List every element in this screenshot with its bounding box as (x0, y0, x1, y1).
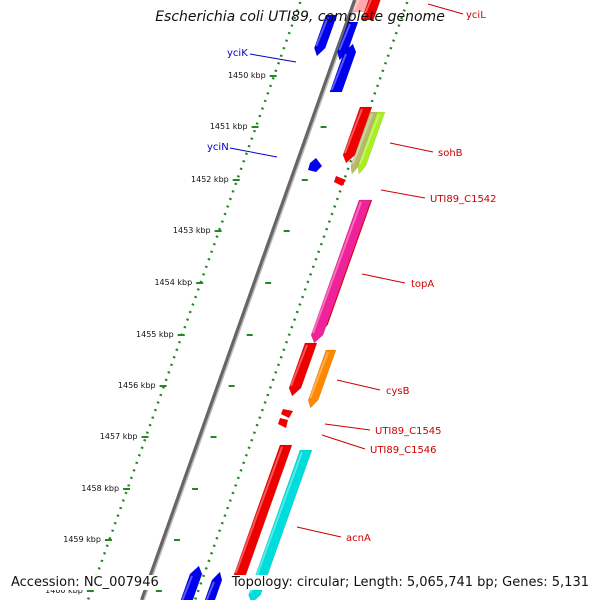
tick-label: 1459 kbp (63, 535, 101, 544)
backbone-highlight (143, 0, 358, 600)
gene-label-UTI89_C1545: UTI89_C1545 (375, 426, 442, 437)
leader-line-yciK (249, 53, 297, 63)
gene-sohB (342, 106, 373, 164)
outer-dotted-ruler (86, 1, 302, 600)
tick-label: 1452 kbp (191, 175, 229, 184)
gene-cysB-shine (290, 344, 308, 387)
leader-line-UTI89_C1542 (380, 189, 426, 199)
gene-blue-bottom-a (180, 565, 203, 600)
tick-label: 1457 kbp (100, 432, 138, 441)
cog-cyan-bar (248, 449, 313, 600)
tick-label: 1455 kbp (136, 330, 174, 339)
leader-line-cysB (336, 379, 381, 391)
gene-label-yciK: yciK (227, 48, 248, 59)
tick-label: 1454 kbp (154, 278, 192, 287)
gene-label-yciL: yciL (466, 10, 486, 21)
gene-UTI89_C1542 (334, 176, 346, 186)
gene-yciK-a-shine (315, 16, 329, 47)
gene-label-UTI89_C1542: UTI89_C1542 (430, 194, 497, 205)
accession-label: Accession: NC_007946 (9, 575, 161, 590)
gene-label-acnA: acnA (346, 533, 371, 544)
tick-label: 1451 kbp (210, 122, 248, 131)
cog-light-top-shine (353, 0, 360, 11)
gene-label-yciN: yciN (207, 142, 229, 153)
gene-sohB-shine (344, 108, 363, 154)
gene-blue-mid (329, 43, 357, 93)
leader-line-sohB (389, 142, 434, 153)
tick-label: 1456 kbp (118, 381, 156, 390)
leader-line-UTI89_C1546 (321, 434, 366, 450)
gene-acnA-shine (234, 446, 283, 574)
leader-line-UTI89_C1545 (324, 423, 371, 431)
cog-pink-bar-shine (312, 201, 362, 334)
gene-UTI89_C1545 (281, 409, 293, 418)
gene-label-sohB: sohB (438, 148, 463, 159)
leader-line-yciL (427, 3, 464, 15)
gene-label-cysB: cysB (386, 386, 410, 397)
cog-orange-bar (307, 349, 337, 409)
backbone-line (140, 0, 357, 600)
cog-orange-bar-shine (309, 351, 329, 399)
tick-label: 1460 kbp (45, 586, 83, 595)
gene-cysB (288, 342, 318, 397)
gene-yciL-shine (362, 0, 372, 19)
map-title: Escherichia coli UTI89, complete genome (155, 9, 445, 25)
tick-label: 1453 kbp (173, 226, 211, 235)
cog-cyan-bar-shine (249, 451, 303, 594)
cog-pink-bar (310, 199, 372, 344)
gene-yciK-a (314, 14, 338, 57)
tick-label: 1458 kbp (81, 484, 119, 493)
gene-blue-bottom-a-shine (181, 575, 193, 600)
gene-label-topA: topA (411, 279, 434, 290)
gene-yciL (360, 0, 381, 21)
gene-blue-bottom-b-shine (205, 581, 215, 600)
cog-olive-bar-shine (351, 113, 373, 165)
leader-line-yciN (229, 147, 278, 158)
inner-dotted-ruler (193, 1, 409, 600)
leader-line-topA (361, 273, 406, 284)
gene-blue-bottom-b (204, 571, 223, 600)
leader-line-acnA (296, 526, 342, 538)
gene-yciK-b-shine (338, 23, 351, 51)
cog-yellowgreen-bar (357, 111, 386, 175)
gene-label-UTI89_C1546: UTI89_C1546 (370, 445, 437, 456)
cog-light-top (351, 0, 369, 13)
gene-UTI89_C1546 (278, 418, 288, 428)
cog-yellowgreen-bar-shine (358, 113, 380, 165)
tick-label: 1450 kbp (228, 71, 266, 80)
topology-label: Topology: circular; Length: 5,065,741 bp… (229, 575, 591, 590)
gene-yciN (308, 158, 322, 172)
cog-olive-bar (350, 111, 379, 175)
gene-blue-mid-shine (330, 53, 347, 91)
